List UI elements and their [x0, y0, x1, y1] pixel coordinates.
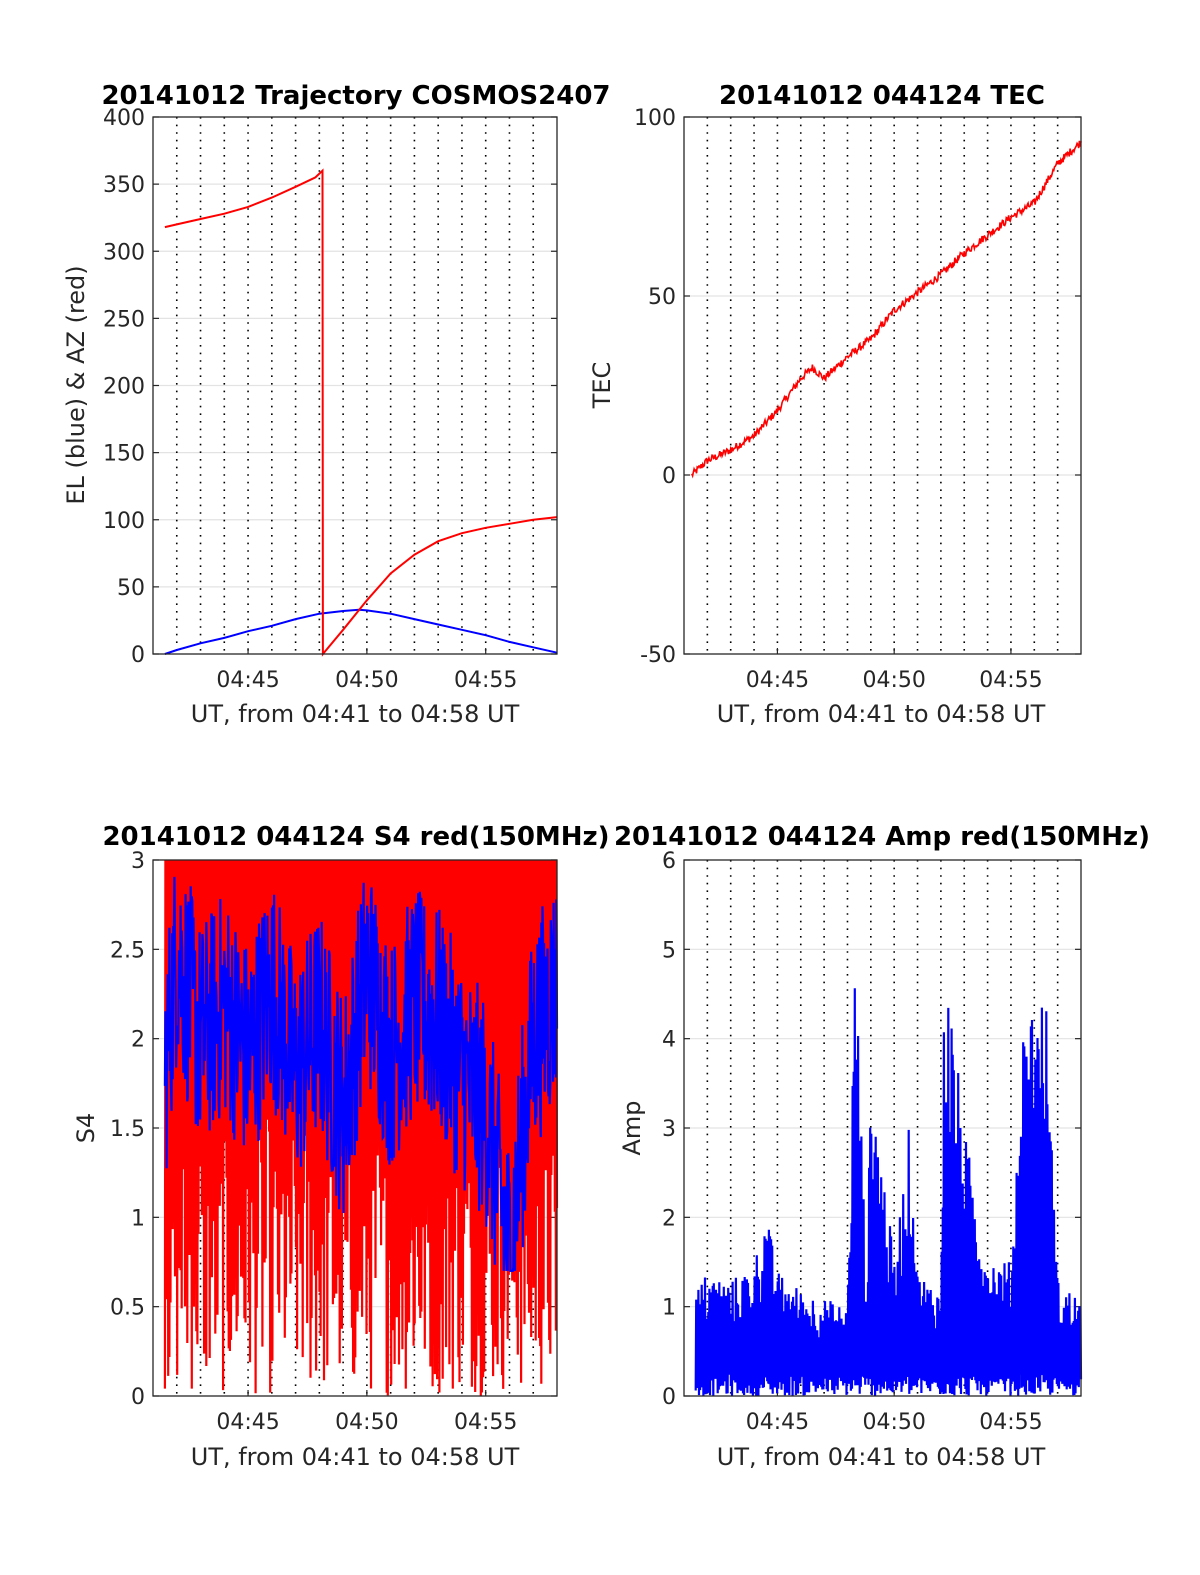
tec-title: 20141012 044124 TEC	[719, 81, 1045, 111]
trajectory-xtick-label: 04:50	[335, 668, 398, 693]
tec-xtick-label: 04:55	[979, 668, 1042, 693]
amp-series-0-line	[694, 988, 1083, 1397]
trajectory-axes-frame	[152, 116, 558, 655]
amp-xtick-label: 04:45	[746, 1410, 809, 1435]
s4-series-1-line	[163, 876, 559, 1272]
tec-y-axis-label: TEC	[588, 362, 616, 410]
tec-axes-frame	[683, 116, 1082, 655]
tec-ytick-label: 100	[634, 106, 676, 131]
s4-xtick-label: 04:55	[454, 1410, 517, 1435]
trajectory-xtick-label: 04:45	[216, 668, 279, 693]
tec-x-axis-label: UT, from 04:41 to 04:58 UT	[717, 700, 1046, 728]
amp-xtick-label: 04:50	[862, 1410, 925, 1435]
amp-y-axis-label: Amp	[618, 1100, 646, 1155]
tec-ytick-label: -50	[640, 643, 676, 668]
trajectory-x-axis-label: UT, from 04:41 to 04:58 UT	[191, 700, 520, 728]
trajectory-xtick-label: 04:55	[454, 668, 517, 693]
trajectory-series-0-line	[164, 608, 558, 655]
s4-ytick-label: 2	[131, 1028, 145, 1053]
tec-series-0-line	[691, 140, 1082, 479]
s4-ytick-label: 1.5	[110, 1117, 145, 1142]
tec-ytick-label: 0	[662, 464, 676, 489]
s4-xtick-label: 04:45	[216, 1410, 279, 1435]
trajectory-ytick-label: 250	[103, 307, 145, 332]
amp-ytick-label: 5	[662, 938, 676, 963]
s4-ytick-label: 0.5	[110, 1296, 145, 1321]
s4-panel: 20141012 044124 S4 red(150MHz) S4 UT, fr…	[72, 822, 610, 1471]
amp-ytick-label: 6	[662, 849, 676, 874]
s4-axes-frame	[152, 859, 558, 1397]
trajectory-series-1-line	[164, 168, 558, 657]
s4-x-axis-label: UT, from 04:41 to 04:58 UT	[191, 1443, 520, 1471]
amp-panel: 20141012 044124 Amp red(150MHz) Amp UT, …	[614, 822, 1150, 1471]
amp-title: 20141012 044124 Amp red(150MHz)	[614, 822, 1150, 852]
amp-xtick-label: 04:55	[979, 1410, 1042, 1435]
trajectory-ytick-label: 0	[131, 643, 145, 668]
amp-ytick-label: 1	[662, 1296, 676, 1321]
amp-ytick-label: 4	[662, 1028, 676, 1053]
trajectory-ytick-label: 200	[103, 375, 145, 400]
s4-ytick-label: 3	[131, 849, 145, 874]
amp-ytick-label: 2	[662, 1206, 676, 1231]
amp-axes-frame	[683, 859, 1082, 1397]
amp-ytick-label: 0	[662, 1385, 676, 1410]
tec-ytick-label: 50	[648, 285, 676, 310]
tec-panel: 20141012 044124 TEC TEC UT, from 04:41 t…	[588, 81, 1082, 728]
s4-y-axis-label: S4	[72, 1113, 100, 1144]
trajectory-ytick-label: 400	[103, 106, 145, 131]
s4-ytick-label: 1	[131, 1206, 145, 1231]
trajectory-ytick-label: 300	[103, 240, 145, 265]
trajectory-ytick-label: 350	[103, 173, 145, 198]
tec-xtick-label: 04:45	[746, 668, 809, 693]
trajectory-panel: 20141012 Trajectory COSMOS2407 EL (blue)…	[62, 81, 611, 728]
trajectory-ytick-label: 150	[103, 442, 145, 467]
s4-title: 20141012 044124 S4 red(150MHz)	[102, 822, 609, 852]
tec-xtick-label: 04:50	[862, 668, 925, 693]
s4-xtick-label: 04:50	[335, 1410, 398, 1435]
s4-ytick-label: 2.5	[110, 938, 145, 963]
trajectory-ytick-label: 50	[117, 576, 145, 601]
s4-ytick-label: 0	[131, 1385, 145, 1410]
trajectory-title: 20141012 Trajectory COSMOS2407	[101, 81, 610, 111]
trajectory-y-axis-label: EL (blue) & AZ (red)	[62, 265, 90, 504]
amp-ytick-label: 3	[662, 1117, 676, 1142]
trajectory-ytick-label: 100	[103, 509, 145, 534]
amp-x-axis-label: UT, from 04:41 to 04:58 UT	[717, 1443, 1046, 1471]
